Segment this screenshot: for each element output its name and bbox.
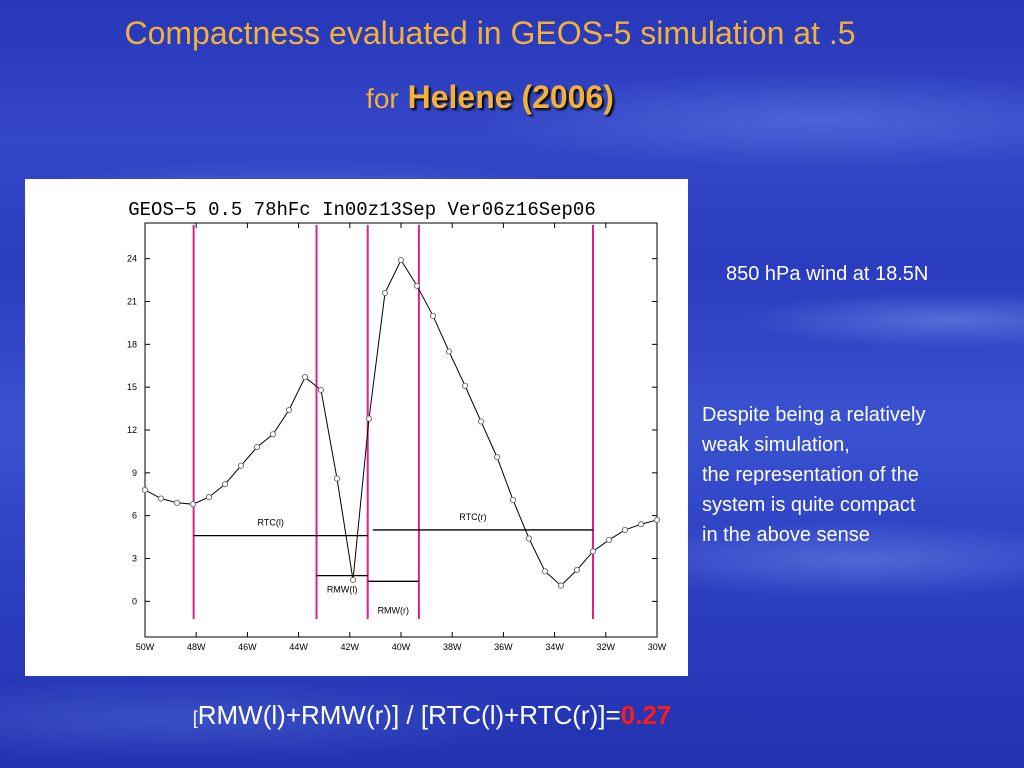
data-point <box>365 415 373 422</box>
x-tick-label: 44W <box>289 642 308 652</box>
x-tick-label: 34W <box>545 642 564 652</box>
note-line: system is quite compact <box>702 494 916 516</box>
data-point <box>205 494 213 501</box>
formula-body: RMW(l)+RMW(r)] / [RTC(l)+RTC(r)]= <box>197 700 621 730</box>
x-tick-label: 38W <box>443 642 462 652</box>
data-point <box>173 499 181 506</box>
y-tick-label: 24 <box>127 254 137 264</box>
x-tick-label: 40W <box>392 642 411 652</box>
note-line: Despite being a relatively <box>702 404 926 426</box>
data-point <box>557 582 565 589</box>
data-point <box>493 454 501 461</box>
data-point <box>573 566 581 573</box>
data-point <box>637 521 645 528</box>
data-point <box>253 444 261 451</box>
data-point <box>653 516 661 523</box>
x-tick-label: 30W <box>648 642 667 652</box>
data-point <box>269 431 277 438</box>
data-point <box>589 548 597 555</box>
annotation-label: RMW(l) <box>327 585 358 595</box>
data-point <box>301 374 309 381</box>
data-point <box>333 475 341 482</box>
series-line <box>144 259 658 587</box>
formula-open-bracket: [ <box>192 708 198 728</box>
data-point <box>381 289 389 297</box>
title-line-1: Compactness evaluated in GEOS-5 simulati… <box>124 15 856 51</box>
y-tick-label: 18 <box>127 339 137 349</box>
y-tick-label: 21 <box>127 297 137 307</box>
x-tick-label: 46W <box>238 642 257 652</box>
data-point <box>237 462 245 469</box>
data-point <box>285 406 293 414</box>
slide-title: Compactness evaluated in GEOS-5 simulati… <box>0 10 980 122</box>
data-point <box>189 501 197 508</box>
data-point <box>461 382 469 389</box>
title-storm-name: Helene (2006) <box>407 79 614 115</box>
data-point <box>349 576 357 583</box>
data-point <box>397 257 405 264</box>
data-point <box>621 526 629 533</box>
x-tick-label: 32W <box>597 642 616 652</box>
chart-title: GEOS−5 0.5 78hFc In00z13Sep Ver06z16Sep0… <box>128 199 595 221</box>
data-point <box>429 312 437 319</box>
y-tick-label: 9 <box>132 468 137 478</box>
note-line: weak simulation, <box>702 434 850 456</box>
x-tick-label: 42W <box>341 642 360 652</box>
data-point <box>413 282 421 289</box>
compactness-note: Despite being a relatively weak simulati… <box>702 400 1002 550</box>
note-line: the representation of the <box>702 464 919 486</box>
annotation-label: RMW(r) <box>378 605 409 615</box>
data-point <box>509 496 517 504</box>
y-tick-label: 15 <box>127 382 137 392</box>
annotation-label: RTC(r) <box>459 512 486 522</box>
data-point <box>317 386 325 394</box>
title-line-2: for Helene (2006) <box>0 74 980 122</box>
data-point <box>477 418 485 425</box>
chart-panel: GEOS−5 0.5 78hFc In00z13Sep Ver06z16Sep0… <box>25 179 688 676</box>
data-point <box>157 495 165 502</box>
annotation-label: RTC(l) <box>258 518 284 528</box>
data-point <box>541 568 549 575</box>
y-tick-label: 3 <box>132 553 137 563</box>
note-line: in the above sense <box>702 524 870 546</box>
data-point <box>445 348 453 355</box>
data-point <box>221 481 229 488</box>
data-point <box>605 536 613 543</box>
wind-chart: GEOS−5 0.5 78hFc In00z13Sep Ver06z16Sep0… <box>127 199 667 652</box>
y-tick-label: 0 <box>132 596 137 606</box>
x-tick-label: 36W <box>494 642 513 652</box>
y-tick-label: 12 <box>127 425 137 435</box>
title-for: for <box>366 83 399 114</box>
formula-result: 0.27 <box>620 700 672 730</box>
compactness-formula: [RMW(l)+RMW(r)] / [RTC(l)+RTC(r)]=0.27 <box>0 700 944 731</box>
data-point <box>525 535 533 542</box>
plot-frame <box>144 222 658 638</box>
x-tick-label: 50W <box>136 642 155 652</box>
wind-level-note: 850 hPa wind at 18.5N <box>726 263 929 285</box>
y-tick-label: 6 <box>132 511 137 521</box>
data-point <box>141 486 149 494</box>
x-tick-label: 48W <box>187 642 206 652</box>
